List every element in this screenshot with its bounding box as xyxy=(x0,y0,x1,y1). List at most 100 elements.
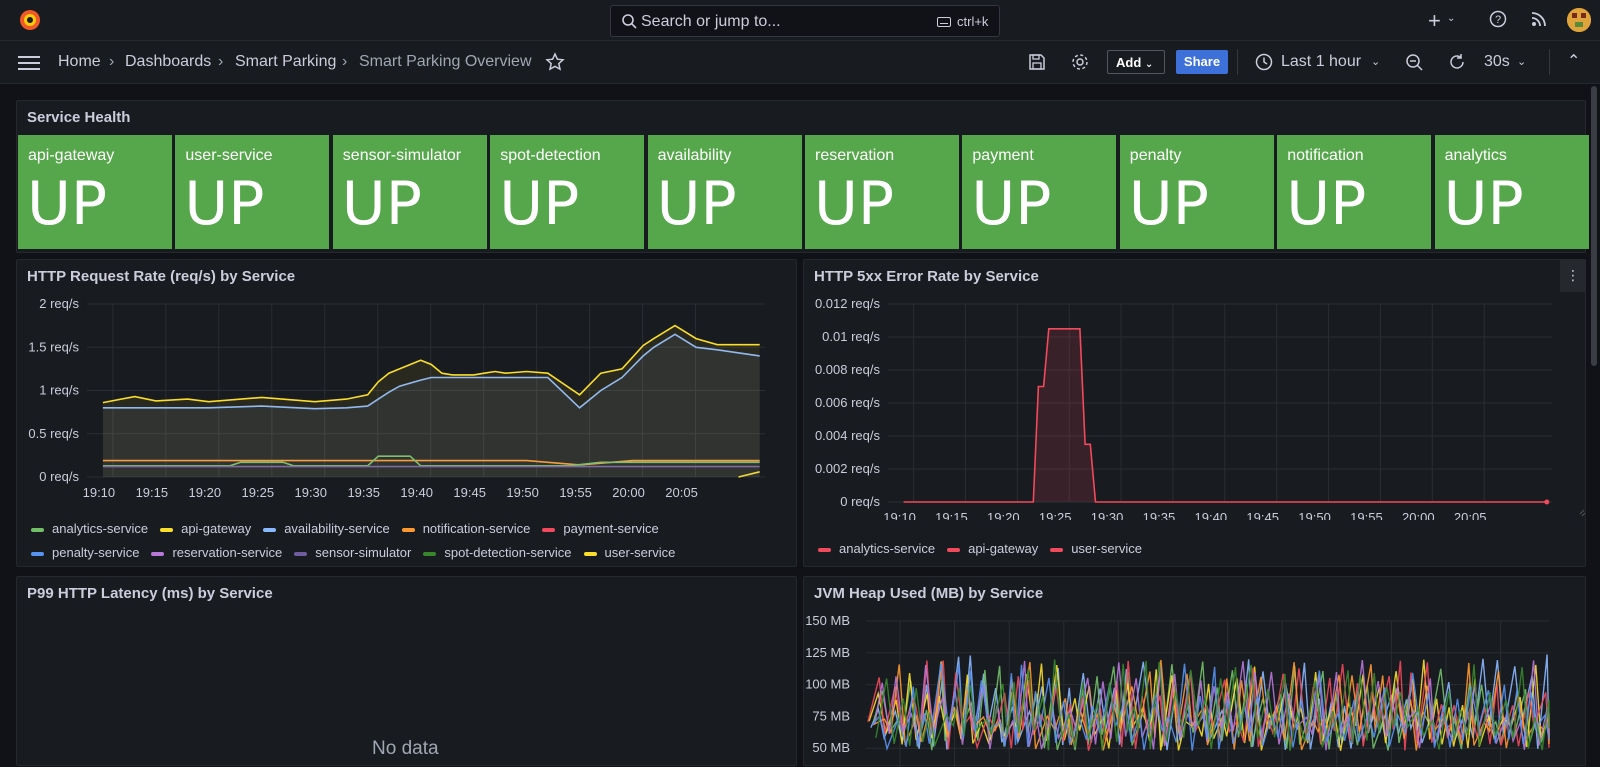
jvm-heap-panel[interactable]: JVM Heap Used (MB) by Service 50 MB 75 MB… xyxy=(803,576,1586,767)
jvm-heap-chart[interactable]: 50 MB 75 MB 100 MB 125 MB 150 MB xyxy=(804,607,1585,767)
save-icon[interactable] xyxy=(1027,52,1047,72)
y-tick-label: 0.006 req/s xyxy=(815,395,881,410)
search-icon xyxy=(622,14,637,29)
stat-tile-value: UP xyxy=(1286,169,1367,239)
legend-item-user-service[interactable]: user-service xyxy=(583,541,675,565)
legend-item-penalty-service[interactable]: penalty-service xyxy=(31,541,139,565)
legend-label: analytics-service xyxy=(52,521,149,536)
stat-tile-value: UP xyxy=(341,169,422,239)
chevron-down-icon[interactable]: ⌄ xyxy=(1447,13,1456,24)
legend-item-spot-detection-service[interactable]: spot-detection-service xyxy=(423,541,572,565)
refresh-icon[interactable] xyxy=(1447,52,1467,72)
x-tick-label: 19:30 xyxy=(294,485,327,500)
chevron-down-icon[interactable]: ⌄ xyxy=(1371,56,1381,68)
stat-tile-analytics[interactable]: analytics UP xyxy=(1434,135,1589,249)
stat-tile-availability[interactable]: availability UP xyxy=(647,135,802,249)
legend-swatch xyxy=(818,547,831,552)
legend-item-notification-service[interactable]: notification-service xyxy=(401,517,530,541)
stat-tile-api-gateway[interactable]: api-gateway UP xyxy=(18,135,172,249)
series-area-availability-service xyxy=(102,334,760,477)
legend-label: reservation-service xyxy=(172,545,283,560)
stat-tile-user-service[interactable]: user-service UP xyxy=(175,135,330,249)
menu-icon[interactable] xyxy=(18,55,40,71)
stat-tile-sensor-simulator[interactable]: sensor-simulator UP xyxy=(332,135,487,249)
chart-legend: analytics-service api-gateway user-service xyxy=(818,541,1154,556)
grafana-logo-icon[interactable] xyxy=(18,8,42,32)
p99-latency-panel[interactable]: P99 HTTP Latency (ms) by Service xyxy=(16,576,797,766)
x-tick-label: 19:20 xyxy=(987,510,1020,520)
clock-icon[interactable] xyxy=(1254,52,1274,72)
share-button[interactable]: Share xyxy=(1176,50,1228,74)
chevron-down-icon: ⌄ xyxy=(1144,59,1154,70)
legend-item-sensor-simulator[interactable]: sensor-simulator xyxy=(294,541,411,565)
stat-tile-name: api-gateway xyxy=(28,147,115,164)
legend-label: analytics-service xyxy=(839,541,936,556)
stat-tile-reservation[interactable]: reservation UP xyxy=(805,135,959,249)
series-line-analytics-service xyxy=(102,455,760,467)
legend-item-reservation-service[interactable]: reservation-service xyxy=(151,541,282,565)
y-tick-label: 0 req/s xyxy=(39,469,79,484)
panel-menu-button[interactable]: ⋮ xyxy=(1560,260,1586,292)
star-icon[interactable] xyxy=(545,52,565,72)
x-tick-label: 19:40 xyxy=(400,485,433,500)
svg-text:?: ? xyxy=(1495,14,1501,26)
legend-item-payment-service[interactable]: payment-service xyxy=(542,517,659,541)
http-request-rate-panel[interactable]: HTTP Request Rate (req/s) by Service 0 r… xyxy=(16,259,797,567)
stat-tile-value: UP xyxy=(184,169,265,239)
legend-label: sensor-simulator xyxy=(315,545,412,560)
search-placeholder: Search or jump to... xyxy=(641,13,781,30)
series-line-notification-service xyxy=(102,459,760,466)
x-tick-label: 19:10 xyxy=(83,485,116,500)
legend-label: availability-service xyxy=(284,521,390,536)
chevron-down-icon[interactable]: ⌄ xyxy=(1517,56,1527,68)
stat-tile-penalty[interactable]: penalty UP xyxy=(1119,135,1274,249)
legend-item-analytics-service[interactable]: analytics-service xyxy=(31,517,148,541)
series-area-api-gateway xyxy=(102,325,760,477)
x-tick-label: 20:00 xyxy=(1402,510,1435,520)
stat-tile-spot-detection[interactable]: spot-detection UP xyxy=(490,135,645,249)
legend-swatch xyxy=(1050,547,1064,552)
http-request-rate-chart[interactable]: 0 req/s 0.5 req/s 1 req/s 1.5 req/s 2 req/s 1… xyxy=(17,290,796,520)
breadcrumb-folder[interactable]: Smart Parking xyxy=(235,53,337,70)
y-tick-label: 1.5 req/s xyxy=(28,339,79,354)
stat-tile-name: spot-detection xyxy=(500,147,601,164)
divider xyxy=(1237,49,1238,75)
breadcrumb-home[interactable]: Home xyxy=(58,53,101,70)
legend-item-api-gateway[interactable]: api-gateway xyxy=(947,541,1038,556)
x-tick-label: 19:55 xyxy=(1350,510,1383,520)
http-5xx-error-rate-chart[interactable]: 0 req/s 0.002 req/s 0.004 req/s 0.006 req/s… xyxy=(804,290,1585,520)
series-area-api-gateway xyxy=(903,328,1547,502)
legend-item-api-gateway[interactable]: api-gateway xyxy=(160,517,251,541)
heap-series-line xyxy=(875,659,1550,751)
stat-tile-name: sensor-simulator xyxy=(342,147,462,164)
legend-item-availability-service[interactable]: availability-service xyxy=(263,517,390,541)
plus-icon[interactable]: + xyxy=(1428,8,1441,33)
series-line-availability-service xyxy=(102,333,760,410)
y-tick-label: 0.008 req/s xyxy=(815,362,881,377)
settings-gear-icon[interactable] xyxy=(1070,52,1090,72)
refresh-interval-picker[interactable]: 30s xyxy=(1484,53,1510,70)
http-5xx-error-rate-panel[interactable]: HTTP 5xx Error Rate by Service ⋮ 0 req/s… xyxy=(803,259,1586,567)
legend-item-user-service[interactable]: user-service xyxy=(1050,541,1142,556)
y-tick-label: 150 MB xyxy=(805,613,850,628)
add-button[interactable]: Add ⌄ xyxy=(1107,50,1165,74)
breadcrumb-separator: › xyxy=(342,53,348,70)
stat-tile-payment[interactable]: payment UP xyxy=(962,135,1117,249)
stat-tile-name: notification xyxy=(1287,147,1364,164)
legend-item-analytics-service[interactable]: analytics-service xyxy=(818,541,935,556)
zoom-out-icon[interactable] xyxy=(1404,52,1424,72)
scrollbar[interactable] xyxy=(1591,86,1597,366)
x-tick-label: 19:45 xyxy=(453,485,486,500)
collapse-chevron-up-icon[interactable]: ⌃ xyxy=(1567,53,1581,70)
rss-icon[interactable] xyxy=(1530,10,1548,28)
x-tick-label: 20:05 xyxy=(1454,510,1487,520)
time-range-picker[interactable]: Last 1 hour xyxy=(1281,53,1362,70)
legend-label: api-gateway xyxy=(968,541,1039,556)
stat-tile-notification[interactable]: notification UP xyxy=(1277,135,1432,249)
series-line-api-gateway xyxy=(102,324,760,404)
search-input[interactable]: Search or jump to... ctrl+k xyxy=(610,5,1000,37)
help-icon[interactable]: ? xyxy=(1489,10,1507,28)
breadcrumb-dashboards[interactable]: Dashboards xyxy=(125,53,212,70)
top-bar: Search or jump to... ctrl+k + ⌄ ? xyxy=(0,0,1600,41)
user-avatar[interactable] xyxy=(1567,8,1591,32)
